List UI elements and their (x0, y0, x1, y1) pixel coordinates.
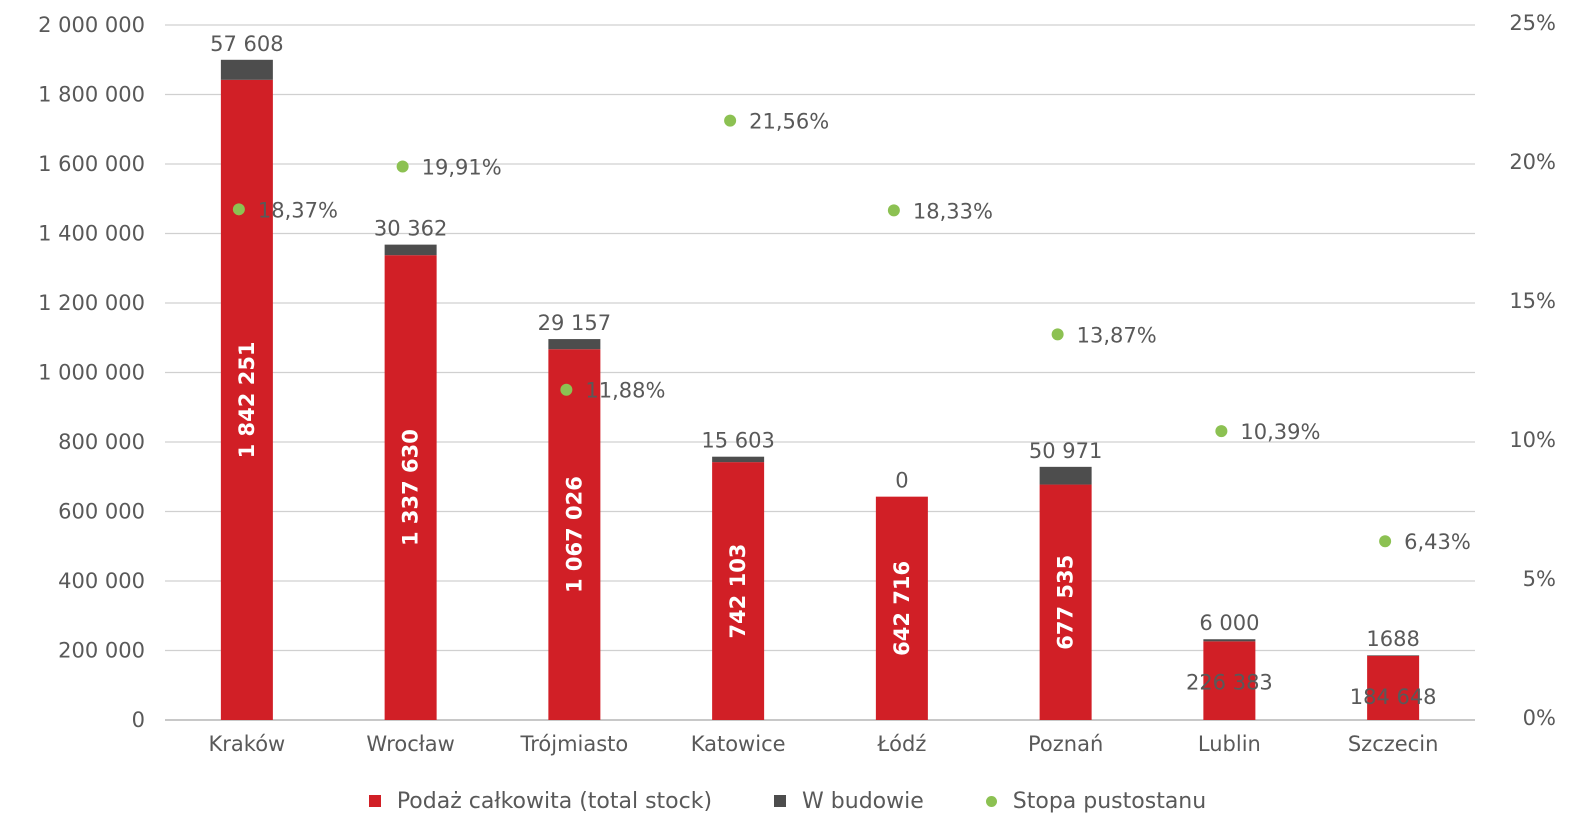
legend-swatch-vacancy-rate (985, 795, 997, 807)
data-label-total-stock: 742 103 (726, 544, 750, 639)
bar-total-stock (1039, 484, 1092, 720)
legend-item-vacancy-rate: Stopa pustostanu (985, 788, 1207, 814)
point-vacancy-rate (887, 204, 900, 217)
point-vacancy-rate (560, 383, 573, 396)
data-label-vacancy-rate: 11,88% (585, 379, 665, 403)
point-vacancy-rate (1051, 328, 1064, 341)
x-tick-label: Wrocław (366, 732, 454, 756)
y-left-tick-label: 400 000 (58, 569, 145, 593)
point-vacancy-rate (232, 203, 245, 216)
x-tick-label: Lublin (1198, 732, 1261, 756)
data-label-total-stock: 184 648 (1350, 685, 1437, 709)
data-label-vacancy-rate: 18,37% (258, 198, 338, 222)
x-tick-label: Szczecin (1348, 732, 1439, 756)
data-label-under-construction: 1688 (1366, 627, 1419, 651)
data-label-total-stock: 642 716 (890, 561, 914, 656)
legend-item-total-stock: Podaż całkowita (total stock) (368, 788, 713, 814)
y-left-tick-label: 0 (132, 708, 145, 732)
data-label-vacancy-rate: 18,33% (913, 199, 993, 223)
point-vacancy-rate (724, 114, 737, 127)
y-right-tick-label: 10% (1509, 428, 1556, 452)
point-vacancy-rate (1215, 425, 1228, 438)
bar-under-construction (1203, 639, 1256, 642)
y-left-tick-label: 800 000 (58, 430, 145, 454)
bar-total-stock (875, 496, 928, 720)
data-label-under-construction: 50 971 (1029, 439, 1102, 463)
bar-under-construction (1039, 466, 1092, 485)
legend-swatch-total-stock (368, 795, 381, 807)
legend-label-vacancy-rate: Stopa pustostanu (1012, 788, 1207, 814)
bar-under-construction (1367, 655, 1420, 656)
x-tick-label: Trójmiasto (519, 732, 628, 756)
y-left-tick-label: 1 800 000 (38, 83, 145, 107)
bar-under-construction (548, 339, 601, 350)
y-left-tick-label: 1 000 000 (38, 361, 145, 385)
chart-legend: Podaż całkowita (total stock) W budowie … (0, 786, 1575, 816)
combo-chart: 0 200 000 400 000 600 000 800 000 1 000 000 1 … (38, 11, 1556, 756)
x-tick-label: Poznań (1028, 732, 1103, 756)
y-left-tick-label: 200 000 (58, 639, 145, 663)
point-vacancy-rate (396, 160, 409, 173)
bar-under-construction (220, 59, 273, 80)
data-label-vacancy-rate: 13,87% (1077, 323, 1157, 347)
x-tick-label: Łódź (876, 732, 926, 756)
data-label-vacancy-rate: 19,91% (422, 156, 502, 180)
y-right-tick-label: 25% (1509, 11, 1556, 35)
bar-total-stock (1203, 641, 1256, 720)
data-label-vacancy-rate: 21,56% (749, 110, 829, 134)
legend-swatch-under-construction (774, 795, 787, 807)
y-left-tick-label: 2 000 000 (38, 13, 145, 37)
point-vacancy-rate (1379, 535, 1392, 548)
bar-total-stock (220, 79, 273, 721)
bar-under-construction (712, 456, 765, 463)
legend-label-under-construction: W budowie (802, 788, 924, 814)
data-label-under-construction: 15 603 (701, 429, 774, 453)
bar-total-stock (384, 255, 437, 720)
data-label-under-construction: 29 157 (538, 311, 611, 335)
data-label-vacancy-rate: 10,39% (1240, 420, 1320, 444)
legend-label-total-stock: Podaż całkowita (total stock) (396, 788, 713, 814)
data-label-total-stock: 226 383 (1186, 670, 1273, 694)
y-left-tick-label: 600 000 (58, 500, 145, 524)
bar-total-stock (1367, 655, 1420, 720)
bar-under-construction (384, 244, 437, 256)
legend-item-under-construction: W budowie (774, 789, 924, 814)
data-label-under-construction: 0 (895, 469, 908, 493)
data-label-total-stock: 1 337 630 (399, 429, 423, 546)
x-tick-label: Kraków (209, 732, 286, 756)
y-right-tick-label: 15% (1509, 289, 1556, 313)
bar-total-stock (548, 349, 601, 720)
data-label-total-stock: 677 535 (1054, 555, 1078, 650)
data-label-under-construction: 30 362 (374, 217, 447, 241)
y-left-tick-label: 1 600 000 (38, 152, 145, 176)
y-left-tick-label: 1 400 000 (38, 222, 145, 246)
data-label-under-construction: 57 608 (210, 32, 283, 56)
y-right-tick-label: 5% (1523, 567, 1556, 591)
bar-total-stock (712, 462, 765, 720)
data-label-under-construction: 6 000 (1199, 611, 1259, 635)
data-label-total-stock: 1 067 026 (562, 476, 586, 593)
data-label-total-stock: 1 842 251 (235, 341, 259, 458)
data-label-vacancy-rate: 6,43% (1404, 530, 1471, 554)
y-right-tick-label: 0% (1523, 706, 1556, 730)
y-left-tick-label: 1 200 000 (38, 291, 145, 315)
x-tick-label: Katowice (691, 732, 786, 756)
y-right-tick-label: 20% (1509, 150, 1556, 174)
